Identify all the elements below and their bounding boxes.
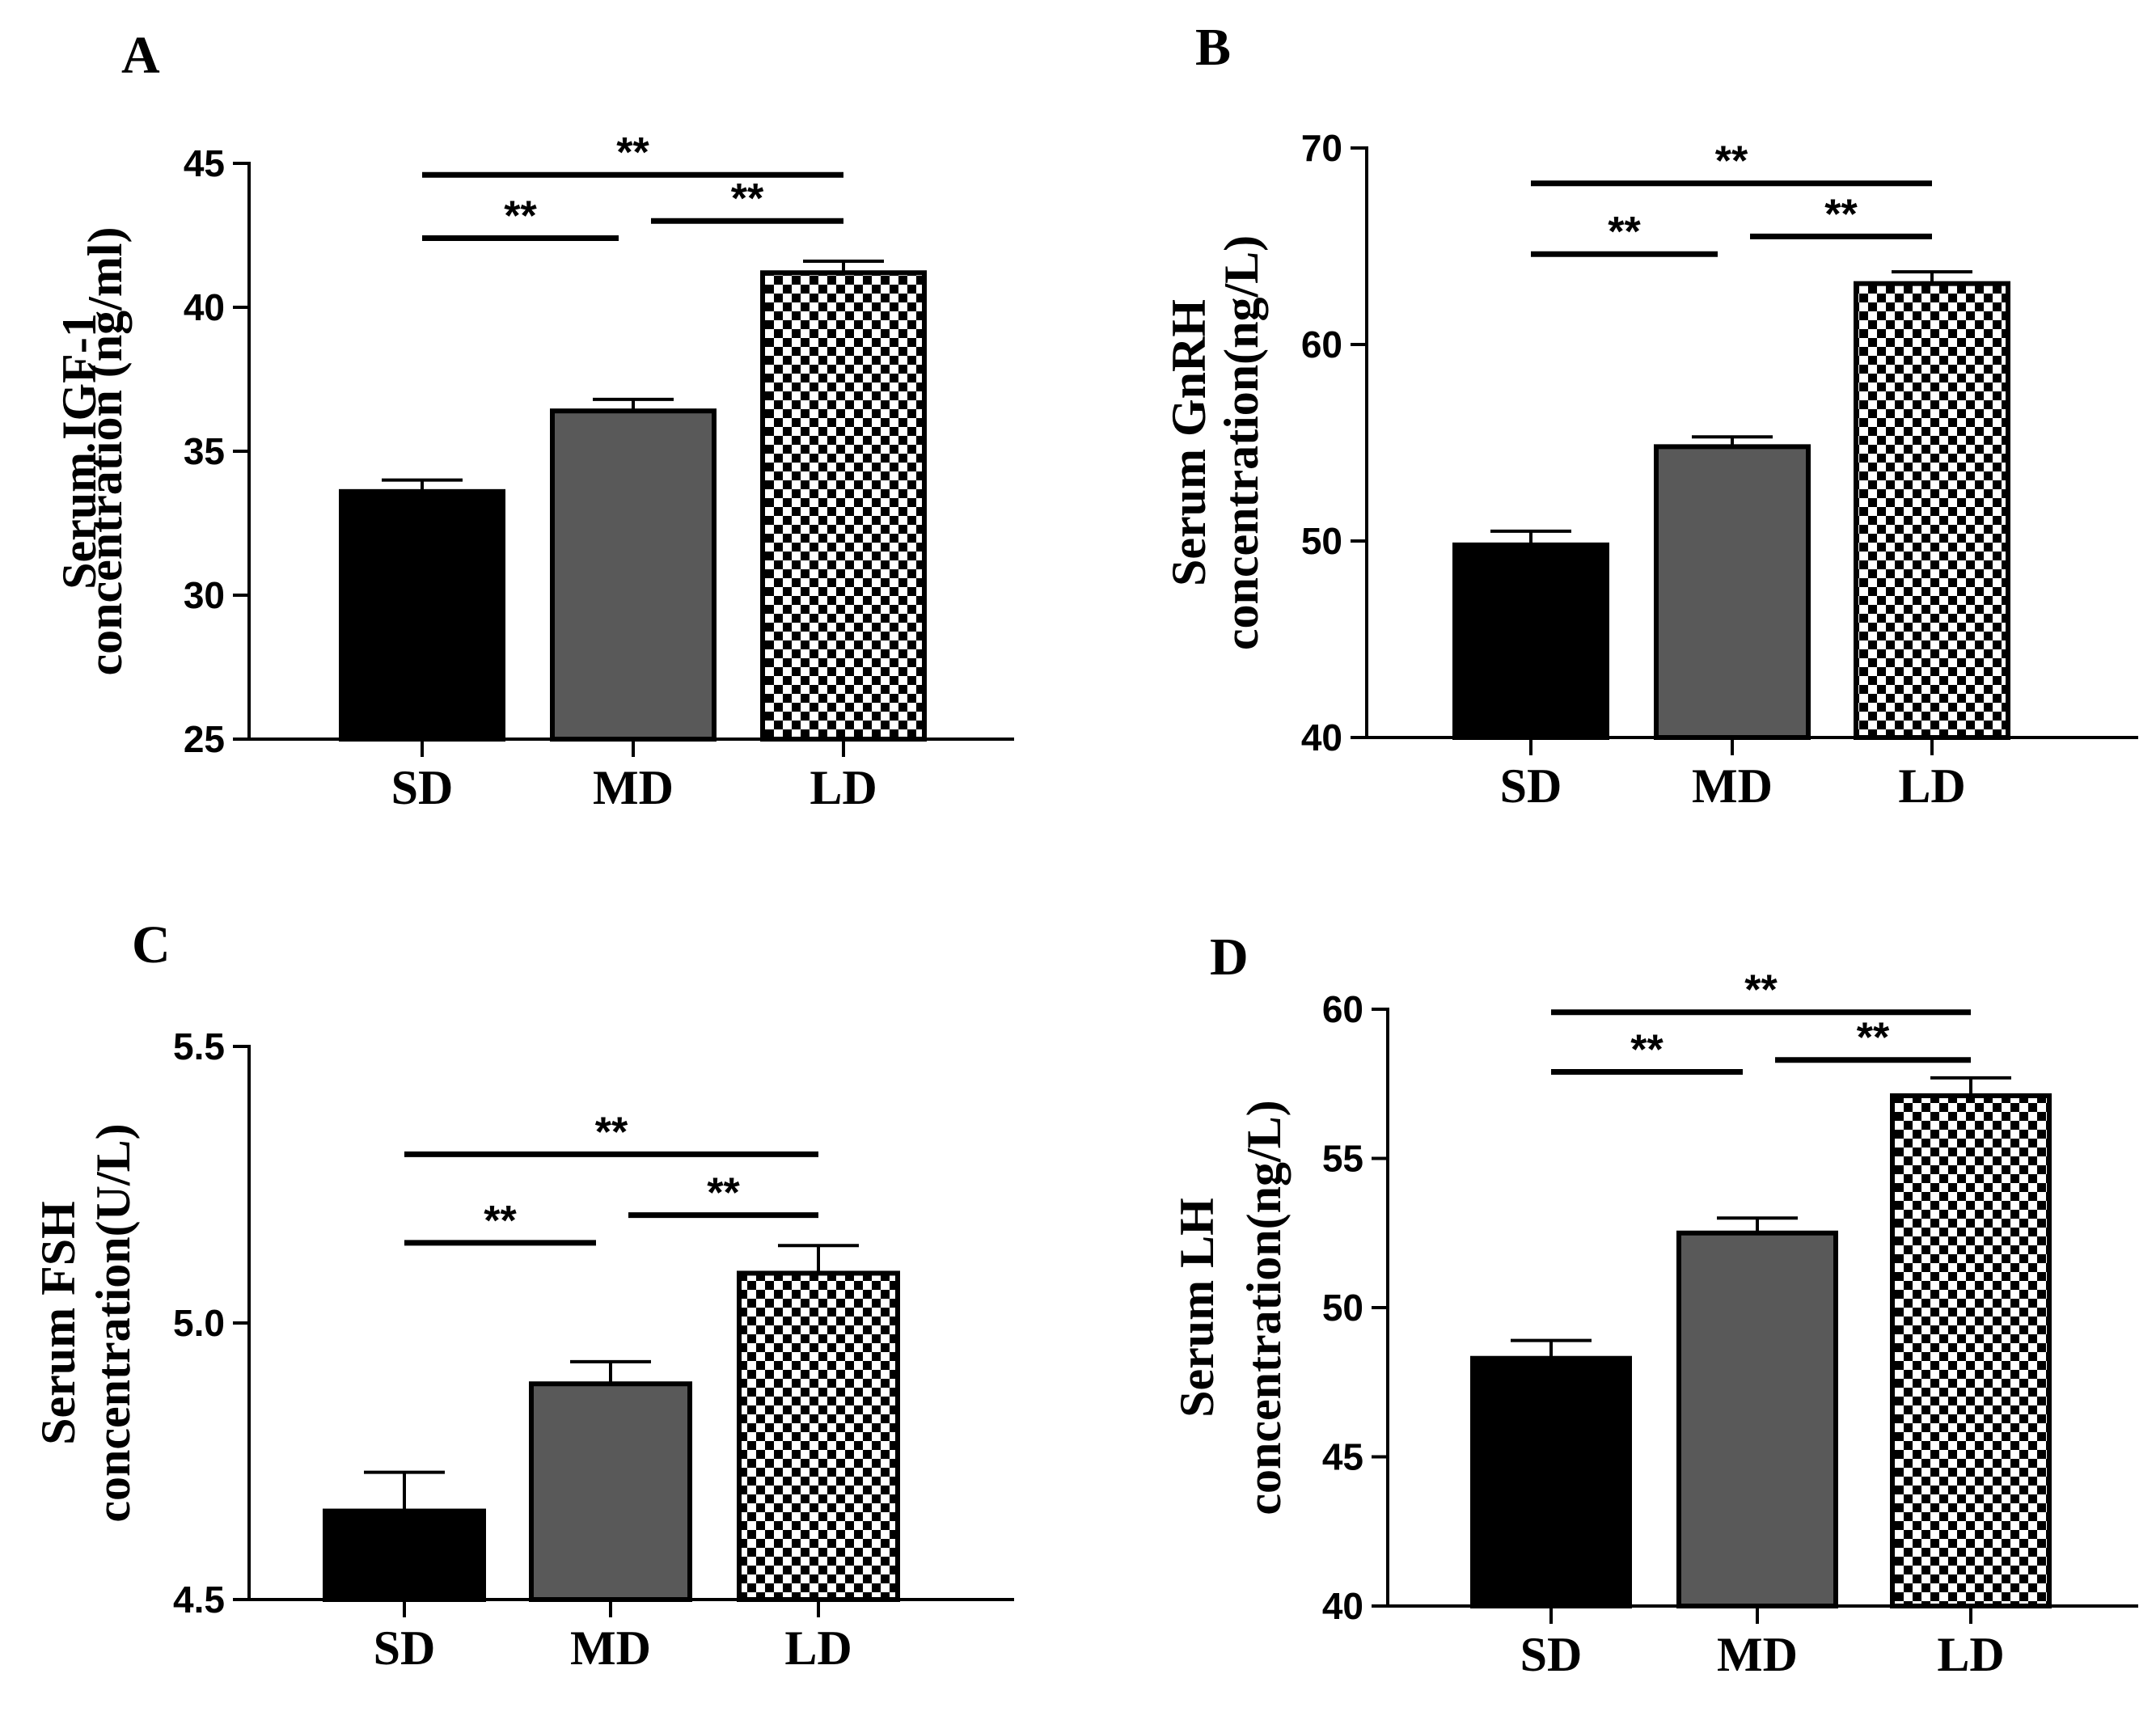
bar-sd [339, 488, 505, 742]
bar-sd [1470, 1355, 1632, 1608]
panel-letter: A [121, 26, 160, 85]
panel-letter: D [1210, 928, 1249, 987]
y-tick-label: 45 [184, 142, 225, 184]
significance-label: ** [1630, 1026, 1664, 1073]
y-tick-label: 40 [1322, 1585, 1363, 1627]
bar-ld [760, 270, 927, 742]
y-tick-label: 70 [1301, 127, 1342, 169]
y-tick-label: 50 [1322, 1287, 1363, 1329]
category-label-ld: LD [1898, 759, 1965, 813]
panel-letter: B [1195, 18, 1231, 77]
y-tick-label: 50 [1301, 520, 1342, 562]
chart-panel-b: B Serum GnRH concentration(ng/L) 40 50 60 70 SD… [1162, 18, 2138, 813]
category-label-md: MD [570, 1621, 651, 1675]
y-tick-label: 60 [1301, 323, 1342, 366]
y-tick-label: 40 [184, 286, 225, 328]
significance-label: ** [616, 129, 649, 176]
y-axis-label-line2: concentration(ng/L) [1237, 1100, 1291, 1515]
category-label-md: MD [1717, 1628, 1798, 1681]
bar-sd [323, 1508, 486, 1603]
y-tick-label: 55 [1322, 1138, 1363, 1180]
y-axis-label-line1: Serum GnRH [1162, 299, 1215, 586]
category-label-ld: LD [810, 761, 877, 814]
category-label-md: MD [1692, 759, 1773, 813]
bar-sd [1452, 542, 1609, 740]
category-label-ld: LD [1937, 1628, 2004, 1681]
significance-label: ** [1824, 191, 1858, 238]
bar-ld [1890, 1093, 2052, 1608]
category-label-sd: SD [374, 1621, 436, 1675]
significance-label: ** [731, 175, 764, 222]
category-label-sd: SD [1520, 1628, 1583, 1681]
category-label-sd: SD [1500, 759, 1562, 813]
panel-letter: C [132, 915, 171, 974]
significance-label: ** [707, 1170, 740, 1217]
bar-ld [737, 1270, 900, 1602]
y-tick-label: 30 [184, 574, 225, 616]
significance-label: ** [484, 1198, 517, 1245]
y-tick-label: 60 [1322, 988, 1363, 1030]
bar-md [529, 1381, 692, 1602]
y-tick-label: 5.0 [173, 1302, 225, 1344]
y-axis-label-line1: Serum IGF-1 [53, 313, 106, 590]
chart-panel-c: C Serum FSH concentration(U/L) 4.5 5.0 5.5 SD M… [32, 915, 1014, 1675]
y-tick-label: 4.5 [173, 1579, 225, 1621]
y-axis-label-line1: Serum LH [1170, 1198, 1224, 1418]
y-tick-label: 35 [184, 430, 225, 472]
significance-label: ** [1744, 967, 1778, 1014]
bar-md [550, 408, 717, 742]
significance-label: ** [1857, 1015, 1890, 1062]
significance-label: ** [1715, 138, 1748, 185]
significance-label: ** [595, 1109, 628, 1156]
y-axis-label-line1: Serum FSH [32, 1201, 85, 1445]
y-axis-label-line2: concentration(U/L) [87, 1123, 140, 1522]
y-tick-label: 25 [184, 718, 225, 760]
y-tick-label: 45 [1322, 1436, 1363, 1478]
chart-panel-d: D Serum LH concentration(ng/L) 40 45 50 55 60 SD… [1170, 928, 2138, 1681]
bar-md [1676, 1230, 1838, 1608]
y-axis-label-line2: concentration (ng/ml) [78, 227, 132, 676]
category-label-md: MD [593, 761, 674, 814]
bar-ld [1854, 281, 2010, 741]
category-label-sd: SD [391, 761, 454, 814]
significance-label: ** [504, 193, 537, 240]
category-label-ld: LD [784, 1621, 852, 1675]
significance-label: ** [1608, 209, 1641, 256]
y-tick-label: 5.5 [173, 1025, 225, 1067]
y-tick-label: 40 [1301, 716, 1342, 759]
y-axis-label-line2: concentration(ng/L) [1215, 235, 1268, 650]
bar-md [1654, 444, 1811, 740]
